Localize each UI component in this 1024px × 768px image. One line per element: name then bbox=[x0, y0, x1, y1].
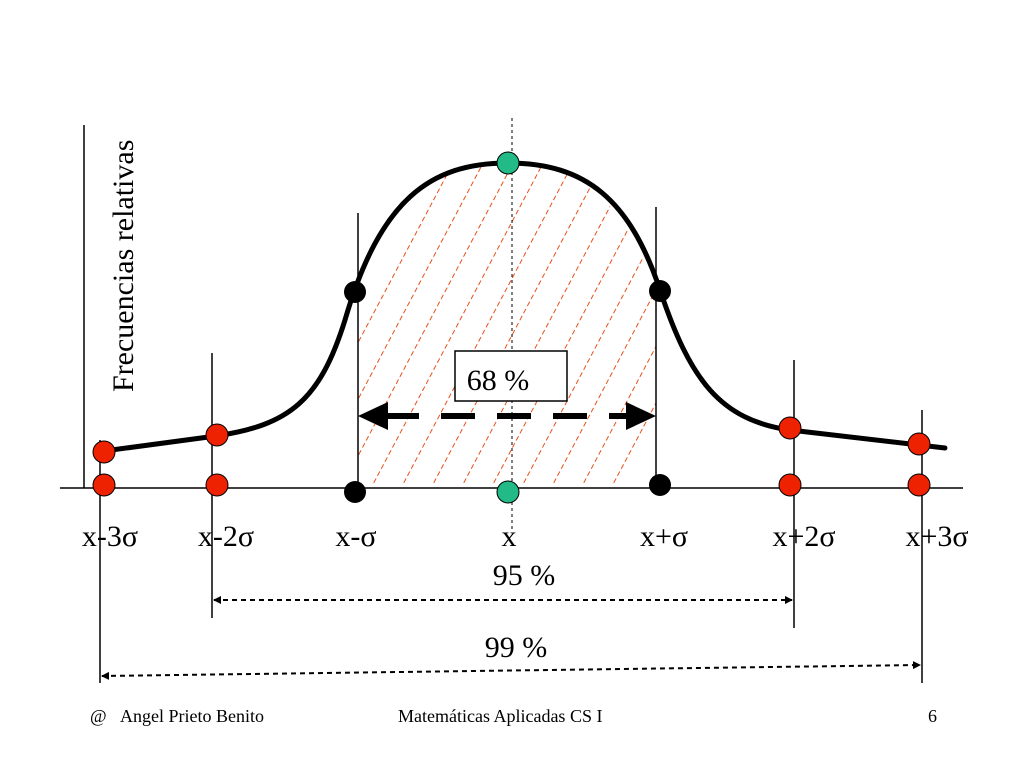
pct-68-label: 68 % bbox=[467, 364, 530, 397]
x-label-plus-2sigma: x+2σ bbox=[772, 520, 835, 553]
curve-point-minus-sigma bbox=[344, 281, 366, 303]
x-label-minus-3sigma: x-3σ bbox=[82, 520, 138, 553]
normal-distribution-diagram: 68 % 95 % 99 % Frecuencias relativas x-3… bbox=[60, 118, 969, 683]
pct-68-box bbox=[454, 350, 568, 402]
footer-course: Matemáticas Aplicadas CS I bbox=[398, 706, 603, 726]
axis-point-minus-sigma bbox=[344, 481, 366, 503]
pct-95-label: 95 % bbox=[493, 559, 556, 592]
arrow-68 bbox=[358, 402, 656, 430]
arrow-99 bbox=[101, 661, 921, 680]
axis-point-plus-sigma bbox=[649, 474, 671, 496]
curve-point-plus-2sigma bbox=[778, 416, 802, 440]
curve-point-minus-3sigma bbox=[92, 440, 116, 464]
axis-point-plus-2sigma bbox=[778, 473, 802, 497]
x-label-mean: x bbox=[502, 520, 517, 553]
x-label-minus-2sigma: x-2σ bbox=[198, 520, 254, 553]
footer-author: Angel Prieto Benito bbox=[120, 706, 264, 726]
footer-page-number: 6 bbox=[928, 706, 937, 726]
curve-point-plus-3sigma bbox=[907, 432, 931, 456]
axis-point-minus-3sigma bbox=[92, 473, 116, 497]
x-label-plus-3sigma: x+3σ bbox=[905, 520, 968, 553]
y-axis-label: Frecuencias relativas bbox=[107, 140, 140, 392]
axis-point-plus-3sigma bbox=[907, 473, 931, 497]
pct-99-label: 99 % bbox=[485, 631, 548, 664]
curve-point-plus-sigma bbox=[649, 280, 671, 302]
x-label-minus-sigma: x-σ bbox=[335, 520, 376, 553]
axis-point-mean bbox=[496, 480, 520, 504]
curve-point-minus-2sigma bbox=[205, 423, 229, 447]
curve-point-mean bbox=[496, 151, 520, 175]
x-label-plus-sigma: x+σ bbox=[640, 520, 688, 553]
axis-point-minus-2sigma bbox=[205, 473, 229, 497]
hatched-68-region bbox=[358, 162, 656, 485]
bell-curve bbox=[101, 160, 948, 454]
footer-at-symbol: @ bbox=[90, 706, 107, 726]
